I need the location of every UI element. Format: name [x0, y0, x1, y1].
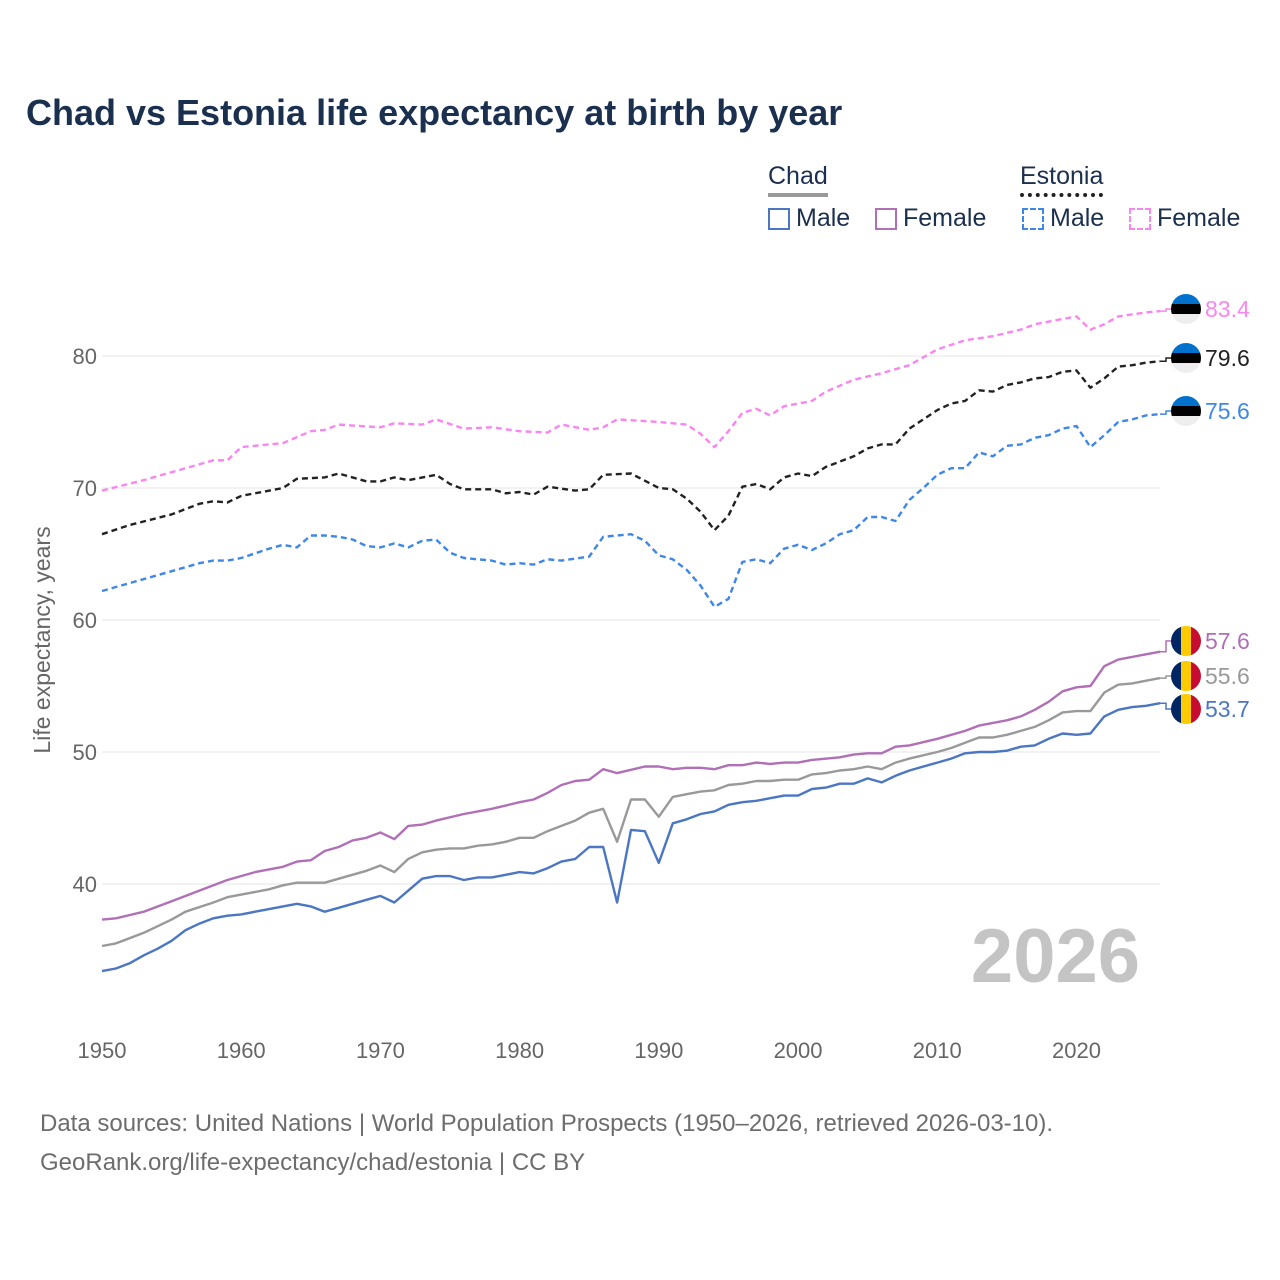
flag-stripe: [1171, 314, 1201, 324]
x-tick-label: 1980: [495, 1038, 544, 1063]
x-tick-label: 2020: [1052, 1038, 1101, 1063]
estonia-flag: [1171, 396, 1201, 426]
legend-swatch: [1022, 207, 1044, 230]
legend-item-chad-male[interactable]: Male: [768, 204, 850, 233]
end-value-label: 83.4: [1205, 296, 1250, 322]
end-label-chad-both: 55.6: [1160, 661, 1250, 691]
leader-line: [1160, 640, 1172, 653]
legend-group-chad[interactable]: Chad: [768, 162, 828, 197]
leader-line: [1160, 308, 1172, 312]
series-line-estonia-male[interactable]: [101, 412, 1161, 608]
end-value-label: 53.7: [1205, 696, 1250, 722]
end-value-label: 79.6: [1205, 345, 1250, 371]
leader-line: [1160, 702, 1172, 710]
legend-swatch: [875, 207, 897, 230]
leader-line: [1160, 410, 1172, 415]
legend-label: Female: [903, 204, 987, 232]
y-tick-label: 40: [73, 872, 97, 897]
legend-swatch: [1129, 207, 1151, 230]
flag-stripe: [1171, 661, 1182, 691]
chad-flag: [1171, 694, 1201, 724]
legend-item-estonia-male[interactable]: Male: [1022, 204, 1104, 233]
legend-group-label: Chad: [768, 162, 828, 190]
chart-title: Chad vs Estonia life expectancy at birth…: [26, 92, 843, 133]
x-tick-label: 2000: [774, 1038, 823, 1063]
y-tick-label: 60: [73, 608, 97, 633]
legend-group-line: [1020, 193, 1104, 197]
series-line-estonia-female[interactable]: [101, 309, 1161, 492]
end-label-chad-male: 53.7: [1160, 694, 1250, 724]
series-line-chad-both[interactable]: [101, 676, 1161, 948]
flag-stripe: [1171, 363, 1201, 373]
y-tick-label: 50: [73, 740, 97, 765]
flag-stripe: [1191, 661, 1201, 691]
end-label-chad-female: 57.6: [1160, 626, 1250, 656]
legend-group-estonia[interactable]: Estonia: [1020, 162, 1104, 197]
legend-label: Female: [1157, 204, 1241, 232]
end-label-estonia-male: 75.6: [1160, 396, 1250, 426]
end-label-estonia-both: 79.6: [1160, 343, 1250, 373]
y-tick-label: 70: [73, 476, 97, 501]
flag-stripe: [1181, 626, 1192, 656]
y-tick-label: 80: [73, 344, 97, 369]
flag-stripe: [1171, 626, 1182, 656]
flag-stripe: [1181, 694, 1192, 724]
series-line-chad-male[interactable]: [101, 702, 1161, 973]
leader-line: [1160, 357, 1172, 363]
x-tick-label: 1950: [78, 1038, 127, 1063]
series-line-chad-female[interactable]: [101, 650, 1161, 921]
flag-stripe: [1171, 396, 1201, 407]
end-value-label: 55.6: [1205, 663, 1250, 689]
data-sources: Data sources: United Nations | World Pop…: [40, 1104, 1053, 1182]
legend-group-line: [768, 193, 828, 197]
estonia-flag: [1171, 294, 1201, 324]
legend-group-label: Estonia: [1020, 162, 1104, 190]
x-tick-label: 1970: [356, 1038, 405, 1063]
legend-swatch: [768, 207, 790, 230]
x-tick-label: 1960: [217, 1038, 266, 1063]
x-tick-label: 1990: [634, 1038, 683, 1063]
series-lines: [101, 309, 1161, 973]
series-line-estonia-both[interactable]: [101, 360, 1161, 536]
flag-stripe: [1171, 343, 1201, 354]
flag-stripe: [1171, 416, 1201, 426]
end-labels: 83.4 79.6 75.6 57.6 55.6 53.7: [1160, 294, 1250, 724]
chad-flag: [1171, 626, 1201, 656]
end-label-estonia-female: 83.4: [1160, 294, 1250, 324]
end-value-label: 75.6: [1205, 398, 1250, 424]
sources-line-2[interactable]: GeoRank.org/life-expectancy/chad/estonia…: [40, 1149, 586, 1176]
flag-stripe: [1171, 694, 1182, 724]
year-watermark: 2026: [971, 914, 1140, 999]
end-value-label: 57.6: [1205, 628, 1250, 654]
gridlines: [102, 355, 1160, 885]
flag-stripe: [1171, 406, 1201, 417]
x-tick-label: 2010: [913, 1038, 962, 1063]
legend-item-estonia-female[interactable]: Female: [1129, 204, 1240, 233]
flag-stripe: [1181, 661, 1192, 691]
flag-stripe: [1171, 353, 1201, 364]
estonia-flag: [1171, 343, 1201, 373]
flag-stripe: [1171, 294, 1201, 305]
y-axis-title: Life expectancy, years: [29, 526, 55, 753]
sources-line-1: Data sources: United Nations | World Pop…: [40, 1110, 1054, 1137]
chad-flag: [1171, 661, 1201, 691]
flag-stripe: [1191, 694, 1201, 724]
axes: 40 50 60 70 80 1950 1960 1970 1980 1990 2000 2010 20…: [73, 344, 1101, 1063]
leader-line: [1160, 675, 1172, 679]
legend-label: Male: [796, 204, 851, 232]
legend-item-chad-female[interactable]: Female: [875, 204, 986, 233]
legend-label: Male: [1050, 204, 1105, 232]
flag-stripe: [1171, 304, 1201, 315]
flag-stripe: [1191, 626, 1201, 656]
